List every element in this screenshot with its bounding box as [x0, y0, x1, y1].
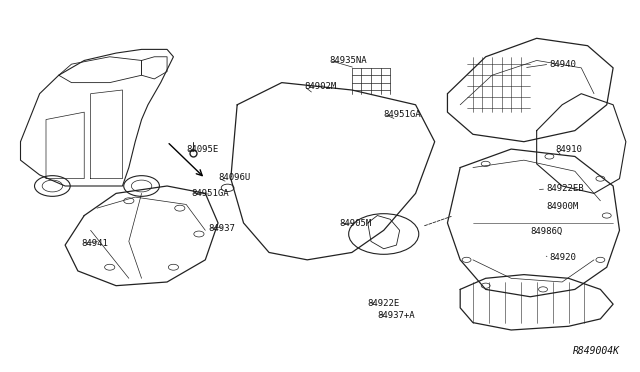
Text: 84910: 84910 [556, 145, 582, 154]
Text: 84922EB: 84922EB [546, 185, 584, 193]
Text: 84986Q: 84986Q [531, 227, 563, 235]
Text: 84095E: 84095E [186, 145, 218, 154]
Text: 84937+A: 84937+A [378, 311, 415, 320]
Text: 84951GA: 84951GA [384, 109, 421, 119]
Text: 84940: 84940 [549, 60, 576, 69]
Text: 84920: 84920 [549, 253, 576, 263]
Text: 84096U: 84096U [218, 173, 250, 182]
Text: 84951GA: 84951GA [191, 189, 229, 198]
Text: 84902M: 84902M [304, 82, 336, 91]
Text: 84922E: 84922E [368, 299, 400, 308]
Text: 84905M: 84905M [339, 219, 371, 228]
Text: R849004K: R849004K [573, 346, 620, 356]
Text: 84900M: 84900M [546, 202, 579, 211]
Text: 84941: 84941 [81, 239, 108, 248]
Text: 84937: 84937 [209, 224, 236, 233]
Text: 84935NA: 84935NA [330, 56, 367, 65]
